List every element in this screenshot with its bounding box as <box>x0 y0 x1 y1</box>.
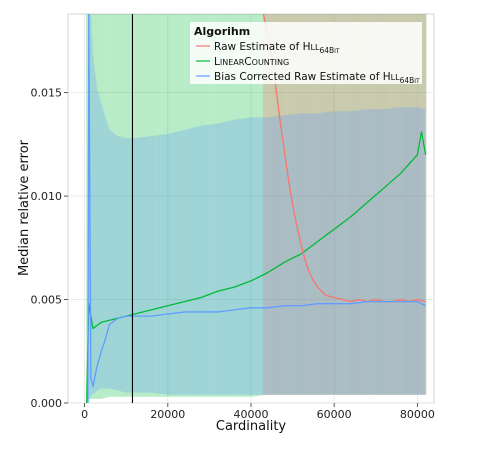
y-tick-label-3: 0.015 <box>31 87 63 100</box>
x-tick-label-0: 0 <box>81 408 88 421</box>
legend-label-linear-counting: LINEARCOUNTING <box>214 56 289 68</box>
x-tick-label-4: 80000 <box>400 408 435 421</box>
x-tick-label-3: 60000 <box>317 408 352 421</box>
legend-label-linear-counting-ounting: OUNTING <box>252 58 290 67</box>
legend-label-linear-counting-inear: INEAR <box>220 58 245 67</box>
y-tick-label-0: 0.000 <box>31 397 63 410</box>
series-lines <box>86 14 427 403</box>
legend-label-bias-corrected-sc-big: H <box>383 71 391 83</box>
y-axis-title: Median relative error <box>17 139 32 276</box>
legend-label-bias-corrected: Bias Corrected Raw Estimate of HLL64BIT <box>214 71 420 85</box>
band-bias-corrected <box>88 14 426 403</box>
legend-label-raw-estimate-main: Raw Estimate of <box>214 41 303 53</box>
y-tick-label-1: 0.005 <box>31 294 63 307</box>
legend-label-raw-estimate-sub-small: IT <box>334 48 340 55</box>
x-tick-label-2: 40000 <box>234 408 269 421</box>
series-line-linear-counting <box>86 131 427 403</box>
y-tick-label-2: 0.010 <box>31 190 63 203</box>
y-axis-ticks: 0.000 0.005 0.010 0.015 <box>31 87 68 410</box>
legend-label-bias-corrected-main: Bias Corrected Raw Estimate of <box>214 71 383 83</box>
legend-background <box>190 22 422 84</box>
legend-label-linear-counting-l: L <box>214 56 220 68</box>
legend-label-bias-corrected-sc-small: LL <box>391 73 400 82</box>
legend-label-bias-corrected-sub-small: IT <box>414 78 420 85</box>
legend-label-raw-estimate: Raw Estimate of HLL64BIT <box>214 41 340 55</box>
legend-label-raw-estimate-sc-big: H <box>303 41 311 53</box>
x-axis-title: Cardinality <box>216 419 287 434</box>
legend: Algorihm Raw Estimate of HLL64BIT LINEAR… <box>190 22 422 85</box>
legend-label-raw-estimate-sub-big: 64B <box>319 46 334 55</box>
legend-label-bias-corrected-sub-big: 64B <box>400 76 415 85</box>
legend-label-linear-counting-c: C <box>244 56 251 68</box>
legend-label-raw-estimate-sc-small: LL <box>311 43 320 52</box>
x-axis-ticks: 0 20000 40000 60000 80000 <box>81 403 435 421</box>
legend-title: Algorihm <box>194 25 250 38</box>
series-line-bias-corrected <box>87 14 426 403</box>
x-tick-label-1: 20000 <box>150 408 185 421</box>
